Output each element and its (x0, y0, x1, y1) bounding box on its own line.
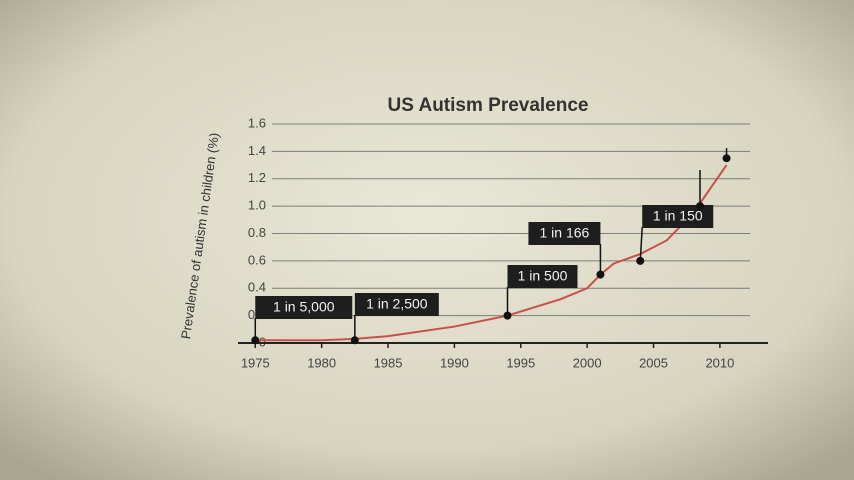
x-tick-label: 1985 (374, 355, 403, 370)
data-point (596, 270, 605, 279)
annotation-box (528, 222, 601, 245)
annotation-label: 1 in 500 (518, 268, 568, 284)
y-tick-label: 0.4 (248, 280, 266, 295)
y-tick-label: 0.6 (248, 252, 266, 267)
y-tick-label: 0 (259, 334, 266, 349)
data-point (636, 256, 645, 265)
x-tick-label: 2000 (573, 355, 602, 370)
x-tick-label: 2010 (705, 355, 734, 370)
data-point (503, 311, 512, 320)
y-tick-label: 1.0 (248, 198, 266, 213)
chart-title: US Autism Prevalence (388, 95, 589, 116)
x-tick-label: 2005 (639, 355, 668, 370)
data-point (251, 336, 260, 345)
line-series (255, 164, 728, 342)
annotation-box (354, 293, 439, 316)
annotation-box (507, 265, 578, 288)
data-point (695, 202, 704, 211)
y-tick-label: 1.6 (248, 115, 266, 130)
y-tick-label: 0.8 (248, 225, 266, 240)
annotation-leader (639, 226, 643, 261)
annotation-label: 1 in 166 (540, 225, 590, 241)
annotation-label: 1 in 2,500 (366, 296, 428, 312)
x-tick-label: 1990 (440, 355, 469, 370)
annotation-box (642, 205, 714, 228)
y-tick-label: 1.4 (248, 143, 266, 158)
y-tick-label: 1.2 (248, 170, 266, 185)
data-point (350, 336, 359, 345)
annotation-box (255, 296, 353, 319)
annotation-label: 1 in 5,000 (273, 299, 335, 315)
x-tick-label: 1980 (307, 355, 336, 370)
data-point (722, 154, 731, 163)
x-tick-label: 1975 (241, 355, 270, 370)
x-tick-label: 1995 (506, 355, 535, 370)
annotation-label: 1 in 150 (653, 208, 703, 224)
